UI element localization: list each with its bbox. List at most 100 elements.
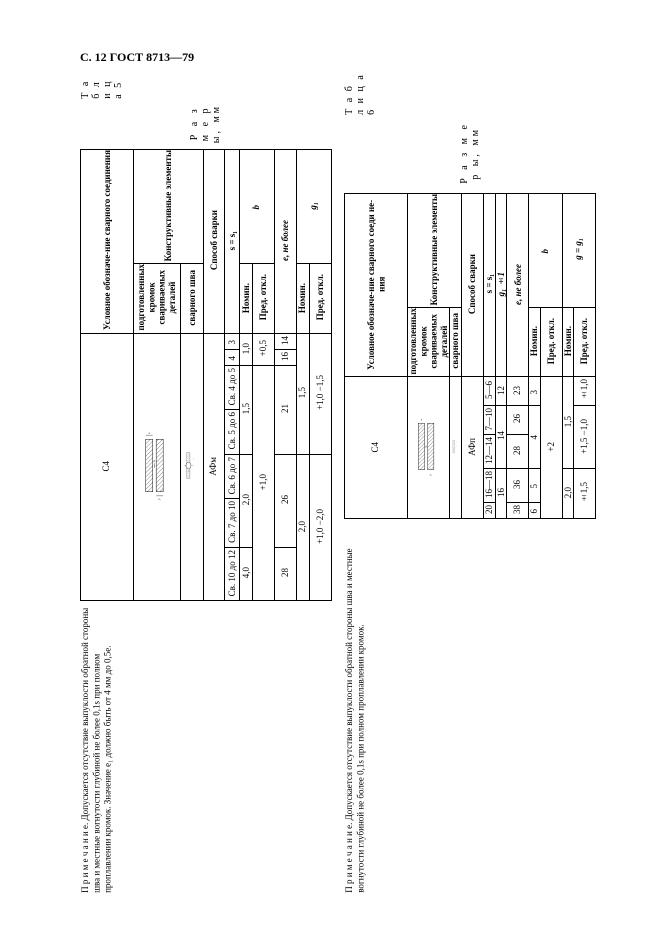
t5-hdr-g: g₁ — [308, 202, 319, 210]
t5-r0-gn: 1,5 — [297, 387, 308, 398]
t5-r4-gt: +1,0 −2,0 — [315, 509, 325, 544]
t6-r2-s: 12—14 — [484, 437, 495, 464]
page-header: С. 12 ГОСТ 8713—79 — [80, 50, 596, 65]
t6-hdr-g1: g₁ ±1 — [496, 272, 506, 296]
t5-hdr-weld: сварного шва — [187, 270, 198, 326]
svg-text:+2,0: +2,0 — [194, 458, 196, 461]
t5-hdr-g-tol: Пред. откл. — [315, 274, 325, 320]
t5-hdr-s: s = s₁ — [227, 231, 238, 250]
t6-hdr-designation: Условное обозначе-ние сварного соеди не-… — [366, 193, 387, 376]
t5-r3-s: Св. 5 до 6 — [227, 412, 238, 449]
svg-text:s₁: s₁ — [430, 473, 432, 477]
t5-hdr-e: e, не более — [280, 220, 290, 261]
t5-hdr-method: Способ сварки — [209, 210, 219, 270]
svg-text:g: g — [456, 442, 457, 444]
t6-hdr-b-tol: Пред. откл. — [546, 318, 556, 364]
t6-hdr-e: e, не более — [513, 264, 523, 305]
svg-text:b: b — [153, 459, 155, 463]
t6-r0-g1: 12 — [496, 386, 507, 395]
t6-r3-g1: 16 — [496, 488, 507, 497]
t6-r1-s: 7—10 — [484, 408, 495, 431]
t5-r2-bn: 1,5 — [241, 403, 252, 414]
t6-method: АФп — [467, 438, 478, 456]
t5-r6-e: 28 — [280, 568, 291, 577]
table5-dimensions: Р а з м е р ы, мм — [189, 101, 222, 145]
t5-diagram-weld: g₁ e e₁ +2,0 — [181, 408, 202, 523]
t6-hdr-method: Способ сварки — [467, 254, 477, 314]
t5-hdr-b-nom: Номин. — [241, 283, 252, 313]
t6-r1-g1: 14 — [496, 431, 507, 440]
t6-r4-e: 38 — [512, 505, 523, 514]
t5-r0-s: 3 — [227, 340, 238, 345]
t6-hdr-g: g = g₁ — [573, 238, 584, 260]
t5-diagram-prep: s s₁ b — [134, 408, 181, 523]
t6-hdr-g-tol: Пред. откл. — [579, 318, 589, 364]
t5-r0-bn: 1,0 — [241, 343, 252, 354]
t6-r4-s: 20 — [484, 505, 495, 514]
t6-diagram-prep: s s₁ b — [408, 389, 449, 504]
t6-r3-s: 16—18 — [484, 471, 495, 498]
t6-r3-e: 36 — [512, 480, 523, 489]
svg-text:s: s — [421, 418, 423, 422]
t6-r2-e: 28 — [512, 446, 523, 455]
t5-code: С4 — [101, 461, 112, 472]
t5-r6-bn: 4,0 — [241, 567, 252, 578]
t5-r1-s: 4 — [227, 356, 238, 361]
t6-r3-gt: ±1,5 — [579, 482, 590, 503]
t5-r6-s: Св. 10 до 12 — [227, 550, 238, 596]
t6-hdr-s: s = s₁ — [484, 274, 495, 293]
t6-r4-bn: 6 — [529, 509, 540, 514]
svg-text:g₁: g₁ — [185, 465, 186, 467]
t6-hdr-b-nom: Номин. — [529, 326, 540, 356]
t5-hdr-b-tol: Пред. откл. — [258, 274, 268, 320]
t6-r3-bn: 5 — [529, 484, 540, 489]
t6-r0-gn: 1,5 — [563, 416, 574, 427]
t5-method: АФм — [208, 457, 219, 476]
t6-r3-gn: 2,0 — [563, 487, 574, 498]
table6-dimensions: Р а з м е р ы, мм — [459, 117, 481, 189]
t6-r1-e: 26 — [512, 414, 523, 423]
t5-r2-bt: +1,0 — [258, 474, 269, 490]
t5-r4-e: 26 — [280, 495, 291, 504]
t6-hdr-g-nom: Номин. — [563, 326, 574, 356]
t6-r0-e: 23 — [512, 386, 523, 395]
svg-text:s: s — [148, 431, 150, 435]
svg-text:s₁: s₁ — [158, 497, 161, 501]
t6-r0-bn: 3 — [529, 390, 540, 395]
table6-caption: Т а б л и ц а 6 — [344, 73, 377, 115]
t6-r0-bt: +2 — [546, 442, 557, 452]
t5-r4-s: Св. 6 до 7 — [227, 457, 238, 494]
t5-r0-e: 14 — [280, 336, 291, 345]
t6-r1-bn: 4 — [529, 435, 540, 440]
t6-r1-gt: +1,5 −1,0 — [579, 419, 589, 454]
t5-hdr-prepared: подготовленных кромок свариваемых детале… — [136, 264, 177, 331]
table5-note: П р и м е ч а н и е. Допускается отсутст… — [80, 607, 114, 893]
t6-r0-gt: ±1,0 — [579, 379, 590, 400]
table6: Условное обозначе-ние сварного соеди не-… — [344, 193, 596, 520]
t6-hdr-b: b — [540, 249, 551, 254]
t5-r0-bt: +0,5 — [258, 340, 269, 356]
table5: Условное обозначе-ние сварного соединени… — [80, 149, 332, 601]
t6-hdr-structural: Конструктивные элементы — [429, 194, 440, 305]
table6-note: П р и м е ч а н и е. Допускается отсутст… — [344, 525, 367, 893]
svg-text:e: e — [456, 446, 457, 448]
t6-hdr-prepared: подготовленных кромок свариваемых детале… — [408, 308, 449, 375]
content-area: Т а б л и ц а 5 Р а з м е р ы, мм Условн… — [80, 73, 596, 893]
t5-r2-e: 21 — [280, 404, 291, 413]
table6-block: Т а б л и ц а 6 Р а з м е р ы, мм Условн… — [344, 73, 596, 893]
t5-hdr-designation: Условное обозначе-ние сварного соединени… — [102, 150, 112, 330]
svg-text:b: b — [425, 445, 427, 449]
t5-hdr-b: b — [251, 205, 262, 210]
table5-block: Т а б л и ц а 5 Р а з м е р ы, мм Условн… — [80, 73, 332, 893]
t6-r0-s: 5—6 — [484, 381, 495, 399]
t5-r1-e: 16 — [280, 352, 291, 361]
t5-hdr-g-nom: Номин. — [297, 283, 308, 313]
t6-hdr-weld: сварного шва — [450, 313, 461, 369]
t6-diagram-weld: g₁ e e₁ g — [450, 389, 461, 504]
t6-code: С4 — [370, 442, 381, 453]
t5-r4-bn: 2,0 — [241, 494, 252, 505]
table5-caption: Т а б л и ц а 5 — [80, 73, 124, 99]
t5-hdr-structural: Конструктивные элементы — [163, 150, 174, 261]
t5-r2-s: Св. 4 до 5 — [227, 368, 238, 405]
svg-text:e: e — [193, 465, 194, 467]
